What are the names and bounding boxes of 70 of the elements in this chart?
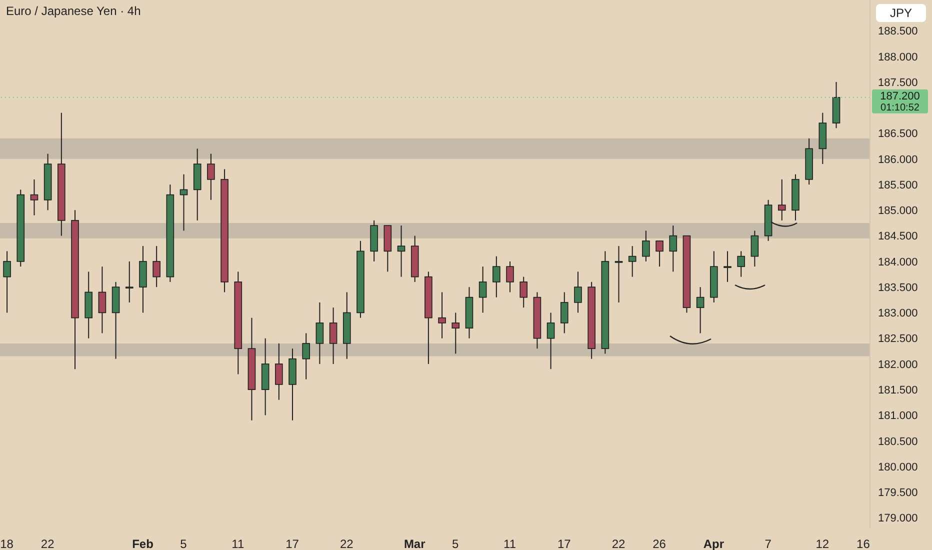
- x-tick-label: 26: [652, 537, 666, 550]
- candlestick: [3, 250, 11, 314]
- y-tick-label: 183.500: [878, 282, 918, 294]
- candlestick: [506, 260, 514, 293]
- candlestick: [656, 240, 664, 268]
- y-tick-label: 180.000: [878, 461, 918, 474]
- x-tick-label: 18: [0, 537, 14, 550]
- candlestick: [30, 178, 38, 216]
- candlestick: [750, 230, 759, 268]
- x-tick-label: 17: [557, 537, 572, 550]
- candlestick: [478, 266, 487, 314]
- candlestick: [737, 250, 745, 278]
- candlestick: [574, 271, 582, 314]
- candlestick: [778, 178, 786, 221]
- x-tick-label: 22: [612, 537, 626, 550]
- x-tick-label: 11: [232, 537, 244, 550]
- y-tick-label: 181.500: [878, 384, 918, 396]
- y-tick-label: 179.500: [878, 487, 918, 500]
- x-tick-label: Feb: [132, 537, 154, 550]
- candlestick: [302, 332, 310, 380]
- x-tick-label: Mar: [404, 537, 426, 550]
- x-tick-label: 5: [180, 537, 188, 550]
- candlestick: [696, 286, 704, 334]
- candlestick: [546, 312, 555, 370]
- candlestick: [560, 292, 568, 334]
- candlestick: [520, 276, 528, 308]
- x-tick-label: 17: [286, 537, 300, 550]
- y-tick-label: 186.500: [878, 128, 918, 140]
- y-tick-label: 184.000: [878, 256, 918, 268]
- y-tick-label: 182.000: [878, 358, 918, 371]
- y-tick-label: 188.500: [878, 26, 918, 38]
- chart-title: Euro / Japanese Yen · 4h: [6, 4, 141, 18]
- x-tick-label: 12: [816, 537, 830, 550]
- x-tick-label: 22: [340, 537, 354, 550]
- y-tick-label: 187.500: [878, 76, 918, 89]
- candlestick: [452, 312, 460, 354]
- y-tick-label: 185.000: [878, 205, 918, 218]
- x-tick-label: 7: [764, 537, 772, 550]
- candlestick: [397, 225, 406, 278]
- candlestick: [724, 250, 732, 282]
- y-tick-label: 182.500: [878, 333, 918, 346]
- candlestick: [492, 256, 500, 298]
- x-tick-label: 22: [40, 537, 55, 550]
- candlestick: [614, 246, 623, 303]
- candlestick: [152, 246, 160, 288]
- ref-line-label: 187.200: [880, 90, 920, 102]
- y-tick-label: 180.500: [878, 436, 918, 448]
- y-axis-title: JPY: [876, 4, 926, 22]
- x-tick-label: 16: [856, 537, 870, 550]
- candlestick: [180, 174, 188, 232]
- candlestick: [207, 153, 215, 200]
- y-tick-label: 186.000: [878, 154, 918, 166]
- y-tick-label: 184.500: [878, 230, 918, 243]
- candlestick: [642, 230, 650, 262]
- y-tick-label: 188.000: [878, 51, 918, 64]
- candlestick: [329, 307, 338, 364]
- y-tick-label: 179.000: [878, 512, 918, 525]
- candlestick: [438, 292, 446, 339]
- x-tick-label: 11: [504, 537, 516, 550]
- x-tick-label: 5: [452, 537, 460, 550]
- candlestick: [275, 342, 283, 400]
- y-tick-label: 183.000: [878, 308, 918, 320]
- candlestick: [628, 246, 636, 278]
- candlestick: [316, 302, 324, 364]
- y-tick-label: 185.500: [878, 179, 918, 192]
- candlestick: [669, 225, 678, 272]
- y-tick-label: 181.000: [878, 410, 918, 422]
- candlestick: [125, 260, 134, 303]
- candlestick: [98, 266, 106, 334]
- text: 01:10:52: [880, 102, 920, 114]
